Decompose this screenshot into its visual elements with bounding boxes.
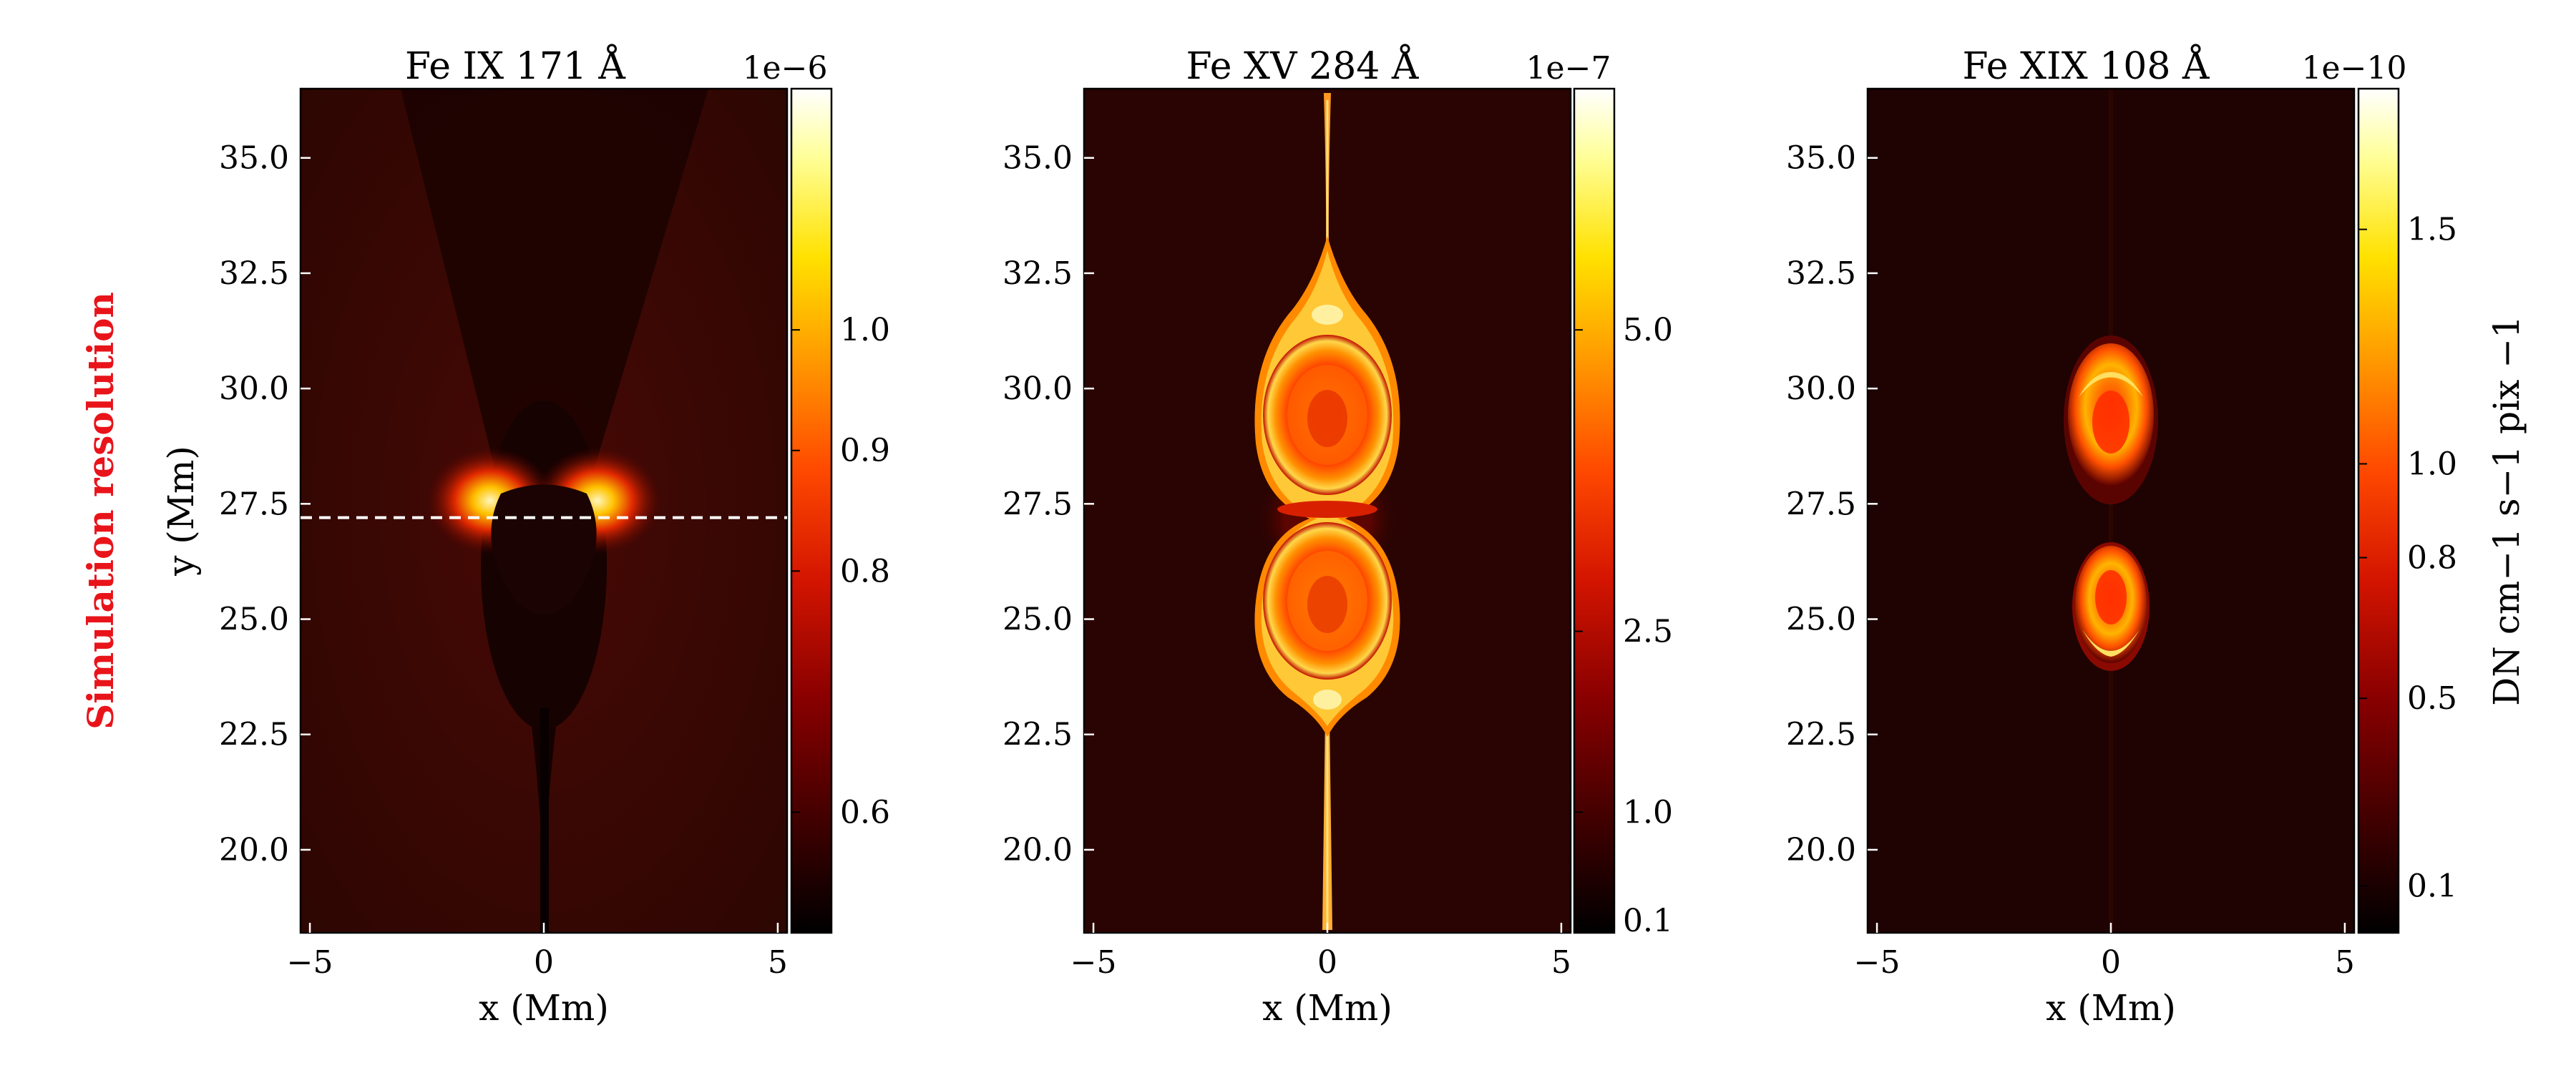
y-tick-label: 20.0 [219, 832, 289, 868]
panel-title-2: Fe XV 284 Å [1186, 44, 1420, 88]
y-tick-label: 22.5 [1002, 717, 1073, 753]
colorbar-3 [2357, 87, 2400, 934]
panel-fe-ix-171: −5 0 5 20.0 22.5 25.0 27.5 30.0 32.5 35.0 Fe IX 1… [160, 44, 890, 1029]
x-tick-label: 0 [2101, 944, 2121, 981]
y-tick-label: 25.0 [1786, 602, 1856, 638]
x-axis-label-2: x (Mm) [1262, 987, 1392, 1029]
colorbar-ticks-1: 0.6 0.8 0.9 1.0 [791, 312, 890, 831]
colorbar-tick-label: 0.1 [2407, 868, 2457, 904]
x-tick-label: 5 [1551, 944, 1571, 981]
y-tick-label: 30.0 [1002, 371, 1073, 407]
panel-title-1: Fe IX 171 Å [405, 44, 626, 88]
colorbar-2 [1573, 87, 1616, 934]
row-label: Simulation resolution [79, 292, 122, 730]
y-tick-label: 32.5 [1786, 255, 1856, 292]
colorbar-tick-label: 1.0 [840, 312, 890, 348]
panel-fe-xv-284: −5 0 5 20.0 22.5 25.0 27.5 30.0 32.5 35.0 Fe XV 2… [1002, 44, 1673, 1029]
panel-fe-xix-108: −5 0 5 20.0 22.5 25.0 27.5 30.0 32.5 35.0 Fe XIX … [1786, 44, 2527, 1029]
colorbar-1 [790, 87, 833, 934]
y-tick-label: 20.0 [1786, 832, 1856, 868]
x-tick-label: 0 [1317, 944, 1337, 981]
colorbar-ticks-3: 0.1 0.5 0.8 1.0 1.5 [2358, 212, 2457, 904]
y-tick-label: 32.5 [219, 255, 289, 292]
y-axis-label-1: y (Mm) [160, 446, 202, 577]
x-axis-label-3: x (Mm) [2046, 987, 2176, 1029]
x-tick-label: 5 [768, 944, 788, 981]
colorbar-ticks-2: 0.1 1.0 2.5 5.0 [1574, 312, 1673, 939]
y-tick-label: 27.5 [219, 486, 289, 522]
colorbar-tick-label: 1.0 [1623, 794, 1673, 831]
axes-2: −5 0 5 20.0 22.5 25.0 27.5 30.0 32.5 35.0 [1002, 140, 1571, 981]
y-tick-label: 35.0 [1786, 140, 1856, 177]
colorbar-tick-label: 1.5 [2407, 212, 2457, 248]
x-axis-label-1: x (Mm) [479, 987, 609, 1029]
x-tick-label: 0 [534, 944, 554, 981]
axes-3: −5 0 5 20.0 22.5 25.0 27.5 30.0 32.5 35.0 [1786, 140, 2355, 981]
colorbar-label-3: DN cm−1 s−1 pix −1 [2486, 315, 2527, 706]
y-tick-label: 35.0 [219, 140, 289, 177]
colorbar-exponent-3: 1e−10 [2302, 50, 2407, 87]
colorbar-tick-label: 0.1 [1623, 903, 1673, 939]
colorbar-exponent-2: 1e−7 [1526, 50, 1611, 87]
heatmap-image-1 [301, 89, 787, 933]
colorbar-tick-label: 0.8 [840, 553, 890, 589]
y-tick-label: 27.5 [1786, 486, 1856, 522]
axes-1: −5 0 5 20.0 22.5 25.0 27.5 30.0 32.5 35.0 [219, 140, 788, 981]
y-tick-label: 20.0 [1002, 832, 1073, 868]
colorbar-tick-label: 0.8 [2407, 540, 2457, 577]
colorbar-tick-label: 0.6 [840, 794, 890, 831]
colorbar-tick-label: 5.0 [1623, 312, 1673, 348]
y-tick-label: 27.5 [1002, 486, 1073, 522]
panel-title-3: Fe XIX 108 Å [1963, 44, 2210, 88]
y-tick-label: 25.0 [1002, 602, 1073, 638]
y-tick-label: 30.0 [1786, 371, 1856, 407]
colorbar-tick-label: 0.5 [2407, 680, 2457, 717]
x-tick-label: 5 [2335, 944, 2355, 981]
colorbar-tick-label: 1.0 [2407, 446, 2457, 482]
y-tick-label: 32.5 [1002, 255, 1073, 292]
y-tick-label: 22.5 [219, 717, 289, 753]
colorbar-tick-label: 2.5 [1623, 614, 1673, 650]
y-tick-label: 30.0 [219, 371, 289, 407]
x-tick-label: −5 [1070, 944, 1117, 981]
y-tick-label: 22.5 [1786, 717, 1856, 753]
heatmap-image-3 [1868, 89, 2354, 933]
heatmap-image-2 [1084, 89, 1571, 933]
x-tick-label: −5 [1854, 944, 1901, 981]
y-tick-label: 25.0 [219, 602, 289, 638]
colorbar-tick-label: 0.9 [840, 433, 890, 469]
colorbar-exponent-1: 1e−6 [743, 50, 828, 87]
x-tick-label: −5 [287, 944, 333, 981]
y-tick-label: 35.0 [1002, 140, 1073, 177]
